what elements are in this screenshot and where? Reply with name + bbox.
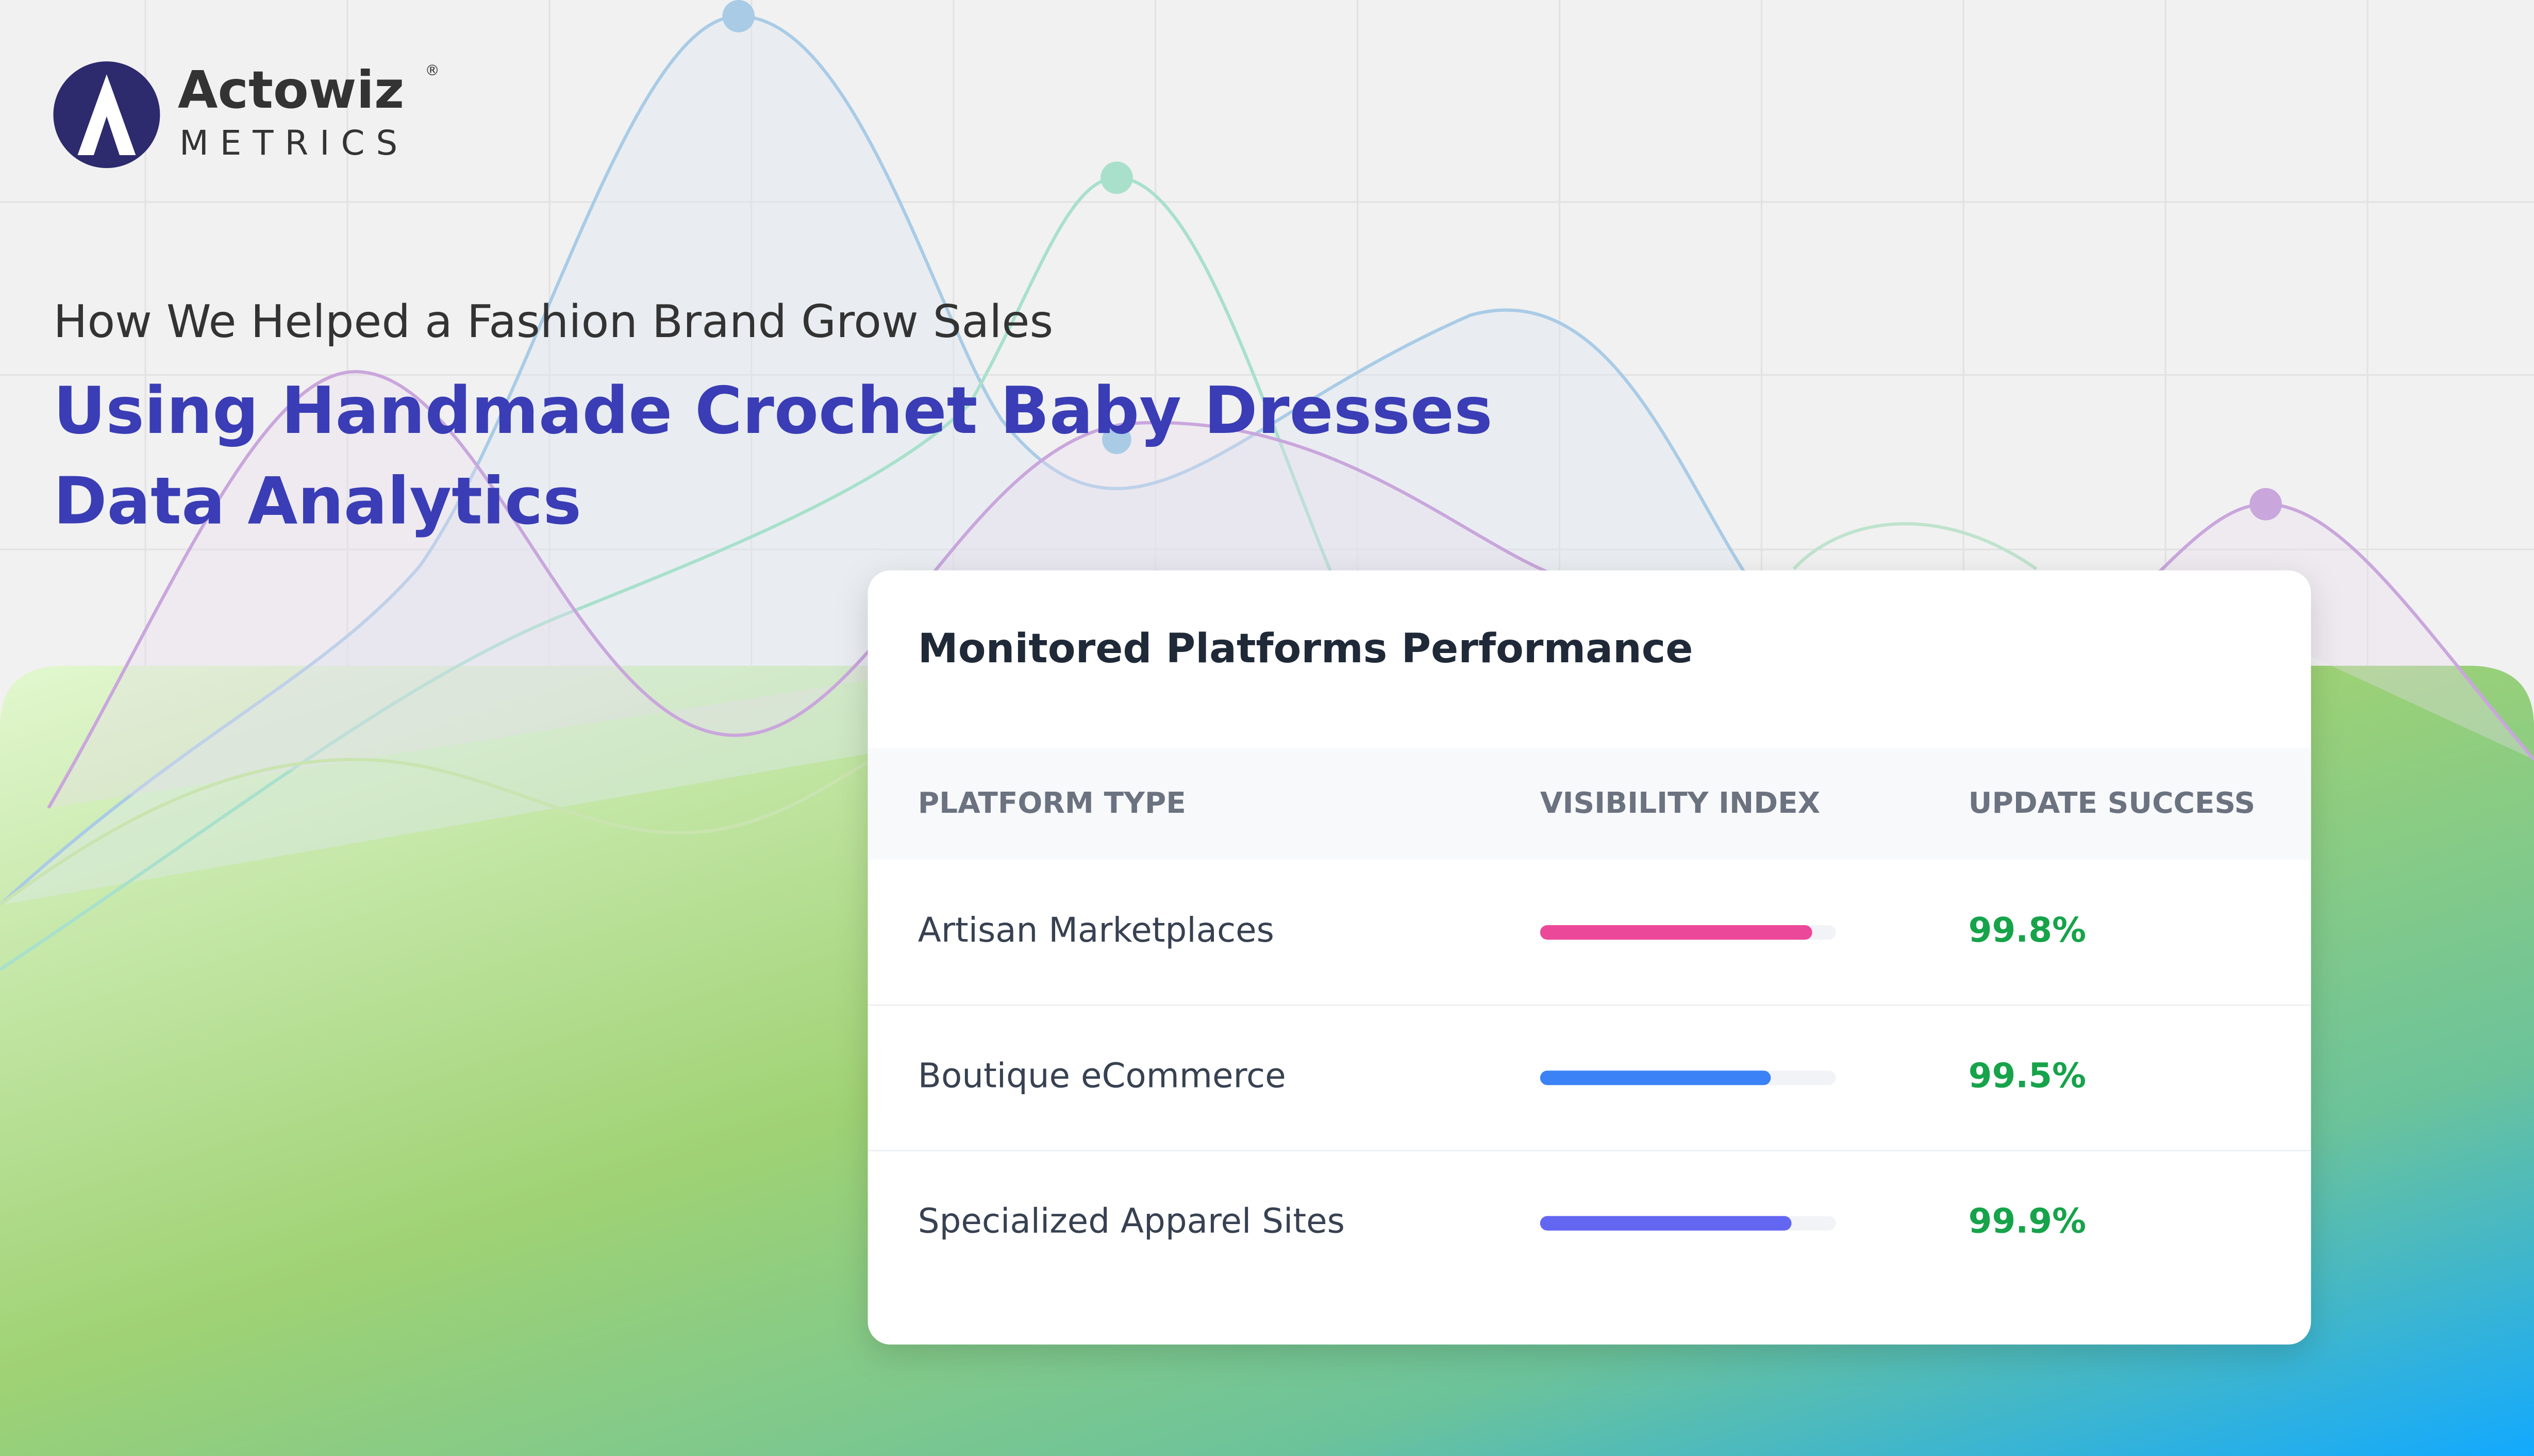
logo-sub: METRICS <box>179 123 409 163</box>
platform-name: Boutique eCommerce <box>918 1056 1286 1095</box>
update-success: 99.9% <box>1969 1201 2086 1241</box>
visibility-bar <box>1540 1216 1792 1231</box>
platform-name: Specialized Apparel Sites <box>918 1201 1345 1241</box>
header-row <box>868 748 2311 860</box>
logo-letter <box>77 74 136 155</box>
column-header: VISIBILITY INDEX <box>1540 786 1820 820</box>
column-header: UPDATE SUCCESS <box>1969 786 2255 820</box>
logo-name: Actowiz <box>178 60 404 120</box>
subtitle: How We Helped a Fashion Brand Grow Sales <box>53 295 1053 348</box>
logo-mark: ® <box>425 62 440 79</box>
visibility-bar <box>1540 925 1812 940</box>
platform-name: Artisan Marketplaces <box>918 910 1274 950</box>
column-header: PLATFORM TYPE <box>918 786 1186 820</box>
title-line: Using Handmade Crochet Baby Dresses <box>53 373 1492 448</box>
logo: Actowiz ® METRICS <box>53 60 440 169</box>
update-success: 99.8% <box>1969 910 2086 950</box>
update-success: 99.5% <box>1969 1056 2086 1095</box>
title-line: Data Analytics <box>53 464 581 539</box>
visibility-bar <box>1540 1070 1771 1085</box>
table-title: Monitored Platforms Performance <box>918 625 1693 672</box>
